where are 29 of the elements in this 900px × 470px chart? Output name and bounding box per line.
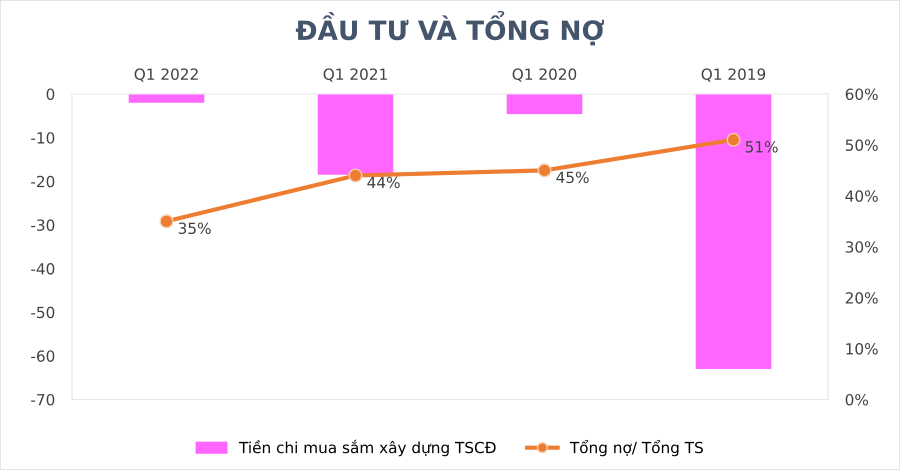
point <box>348 168 362 182</box>
data-label: 35% <box>178 222 211 234</box>
x-tick-label: Q1 2022 <box>134 68 198 82</box>
x-tick-label: Q1 2019 <box>702 68 766 82</box>
y-tick-label: -70 <box>31 394 54 406</box>
y2-tick-label: 10% <box>846 343 878 355</box>
legend-label: Tiền chi mua sắm xây dựng TSCĐ <box>238 440 496 456</box>
y2-tick-label: 40% <box>845 190 878 202</box>
data-label: 44% <box>367 176 400 188</box>
y-tick-label: -40 <box>31 263 54 275</box>
y-tick-label: -10 <box>31 132 54 144</box>
y2-tick-label: 20% <box>846 292 878 304</box>
x-tick-label: Q1 2021 <box>324 68 387 82</box>
point <box>538 163 552 178</box>
legend-label: Tổng nợ/ Tổng TS <box>570 440 703 456</box>
y-tick-label: -60 <box>31 350 54 362</box>
point <box>160 214 174 228</box>
chart-title: ĐẦU TƯ VÀ TỔNG NỢ <box>296 10 604 46</box>
x-tick-label: Q1 2020 <box>512 68 576 82</box>
data-label: 45% <box>556 172 589 184</box>
y-tick-label: -30 <box>31 219 54 231</box>
point <box>726 132 740 147</box>
y-tick-label: 0 <box>46 88 54 100</box>
y2-tick-label: 60% <box>846 88 878 100</box>
y2-tick-label: 50% <box>846 139 878 151</box>
y2-tick-label: 30% <box>846 241 878 253</box>
y-tick-label: -50 <box>31 306 54 318</box>
y-tick-label: -20 <box>31 176 54 188</box>
y2-tick-label: 0% <box>846 394 868 406</box>
